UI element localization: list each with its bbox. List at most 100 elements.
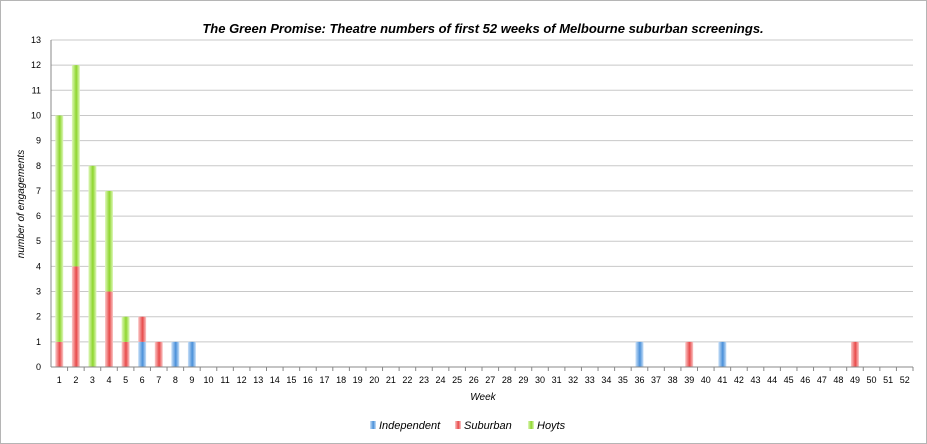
legend-swatch-independent	[370, 421, 376, 429]
bars	[55, 65, 859, 367]
y-tick-label: 2	[36, 312, 41, 322]
x-tick-label: 26	[469, 375, 479, 385]
bar-hoyts-week-5	[121, 316, 130, 342]
y-tick-label: 7	[36, 186, 41, 196]
bar-hoyts-week-4	[105, 190, 114, 292]
bar-suburban-week-49	[850, 341, 859, 367]
x-tick-label: 18	[336, 375, 346, 385]
x-tick-label: 52	[900, 375, 910, 385]
x-tick-label: 33	[585, 375, 595, 385]
x-tick-label: 43	[751, 375, 761, 385]
legend-swatch-suburban	[455, 421, 461, 429]
x-tick-label: 27	[485, 375, 495, 385]
x-tick-label: 28	[502, 375, 512, 385]
legend-label-independent: Independent	[379, 420, 441, 432]
x-tick-label: 17	[320, 375, 330, 385]
x-tick-label: 21	[386, 375, 396, 385]
x-tick-label: 51	[883, 375, 893, 385]
x-tick-label: 47	[817, 375, 827, 385]
y-tick-label: 1	[36, 337, 41, 347]
x-tick-label: 38	[668, 375, 678, 385]
y-tick-label: 8	[36, 161, 41, 171]
gridlines	[51, 39, 913, 368]
chart-title: The Green Promise: Theatre numbers of fi…	[202, 21, 763, 36]
x-tick-label: 32	[568, 375, 578, 385]
y-tick-label: 11	[32, 85, 41, 95]
x-tick-label: 30	[535, 375, 545, 385]
x-tick-label: 40	[701, 375, 711, 385]
x-tick-label: 16	[303, 375, 313, 385]
bar-independent-week-9	[187, 341, 196, 367]
bar-suburban-week-2	[71, 266, 80, 367]
x-tick-label: 15	[286, 375, 296, 385]
y-tick-label: 10	[31, 110, 41, 120]
x-tick-label: 22	[402, 375, 412, 385]
x-tick-label: 35	[618, 375, 628, 385]
bar-suburban-week-5	[121, 341, 130, 367]
bar-suburban-week-6	[138, 316, 147, 342]
x-tick-label: 2	[73, 375, 78, 385]
y-tick-label: 6	[36, 211, 41, 221]
y-tick-label: 5	[36, 236, 41, 246]
x-tick-label: 7	[156, 375, 161, 385]
x-tick-label: 41	[717, 375, 727, 385]
x-tick-label: 13	[253, 375, 263, 385]
x-tick-label: 1	[57, 375, 62, 385]
legend: Independent Suburban Hoyts	[370, 420, 566, 432]
x-tick-label: 3	[90, 375, 95, 385]
legend-label-suburban: Suburban	[464, 420, 512, 432]
x-tick-label: 10	[203, 375, 213, 385]
x-tick-label: 36	[634, 375, 644, 385]
x-tick-label: 45	[784, 375, 794, 385]
x-tick-label: 46	[800, 375, 810, 385]
bar-suburban-week-39	[685, 341, 694, 367]
x-tick-label: 44	[767, 375, 777, 385]
x-tick-label: 24	[436, 375, 446, 385]
x-tick-label: 37	[651, 375, 661, 385]
x-tick-label: 6	[140, 375, 145, 385]
x-tick-label: 31	[552, 375, 562, 385]
x-tick-label: 49	[850, 375, 860, 385]
x-tick-label: 48	[833, 375, 843, 385]
x-axis-label: Week	[470, 392, 496, 403]
bar-independent-week-41	[718, 341, 727, 367]
x-tick-label: 14	[270, 375, 280, 385]
x-tick-label: 8	[173, 375, 178, 385]
x-tick-label: 50	[867, 375, 877, 385]
bar-suburban-week-7	[154, 341, 163, 367]
y-axis-label: number of engagements	[16, 150, 27, 258]
bar-hoyts-week-1	[55, 115, 64, 342]
x-axis-ticks: 1 2 3 4 5 6 7 8 9 10 11 12 13 14 15 16 17 18 19 20 21 22 23 24 2…	[57, 367, 914, 385]
bar-independent-week-6	[138, 341, 147, 367]
x-tick-label: 12	[237, 375, 247, 385]
x-tick-label: 29	[518, 375, 528, 385]
legend-label-hoyts: Hoyts	[537, 420, 566, 432]
bar-independent-week-36	[635, 341, 644, 367]
x-tick-label: 25	[452, 375, 462, 385]
x-tick-label: 9	[189, 375, 194, 385]
x-tick-label: 19	[353, 375, 363, 385]
bar-hoyts-week-2	[71, 65, 80, 267]
y-tick-label: 0	[36, 362, 41, 372]
y-tick-label: 9	[36, 136, 41, 146]
bar-hoyts-week-3	[88, 165, 97, 367]
y-tick-label: 3	[36, 287, 41, 297]
x-tick-label: 11	[220, 375, 229, 385]
bar-suburban-week-1	[55, 341, 64, 367]
x-tick-label: 42	[734, 375, 744, 385]
x-tick-label: 34	[601, 375, 611, 385]
bar-independent-week-8	[171, 341, 180, 367]
x-tick-label: 39	[684, 375, 694, 385]
x-tick-label: 23	[419, 375, 429, 385]
x-tick-label: 20	[369, 375, 379, 385]
x-tick-label: 5	[123, 375, 128, 385]
legend-swatch-hoyts	[528, 421, 534, 429]
y-tick-label: 12	[31, 60, 41, 70]
y-tick-label: 13	[31, 35, 41, 45]
bar-suburban-week-4	[105, 291, 114, 367]
x-tick-label: 4	[107, 375, 112, 385]
y-tick-label: 4	[36, 261, 41, 271]
